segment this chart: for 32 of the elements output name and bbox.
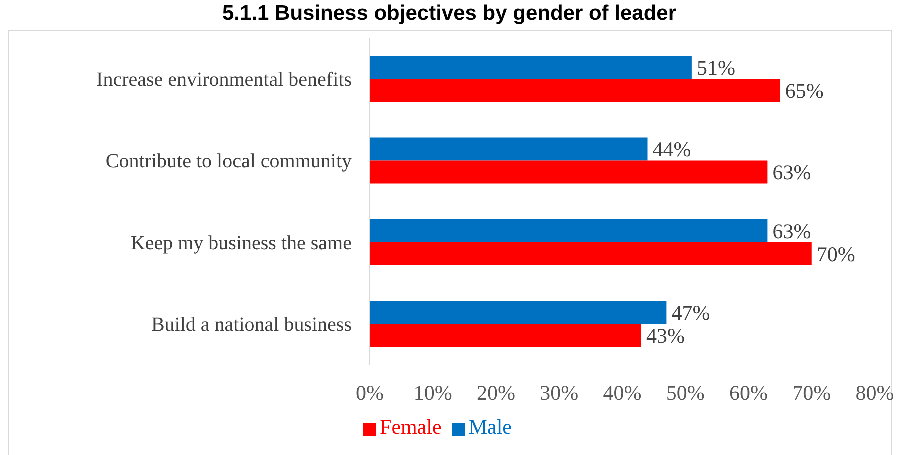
data-label: 65% <box>785 78 824 103</box>
x-tick-label: 80% <box>856 380 894 405</box>
bar <box>370 219 768 242</box>
data-label: 63% <box>772 160 812 185</box>
data-label: 63% <box>772 219 812 244</box>
data-label: 47% <box>672 301 710 326</box>
legend-label: Female <box>380 415 442 439</box>
y-tick-label: Keep my business the same <box>130 232 352 254</box>
bar <box>370 242 812 266</box>
y-tick-label: Contribute to local community <box>106 150 352 173</box>
bar <box>370 78 780 102</box>
bar <box>370 56 692 79</box>
x-tick-label: 40% <box>603 380 642 405</box>
x-tick-label: 30% <box>540 380 579 405</box>
bar <box>370 138 648 161</box>
data-label: 44% <box>652 138 692 162</box>
bar <box>370 301 667 324</box>
y-tick-label: Increase environmental benefits <box>96 68 352 91</box>
x-tick-label: 20% <box>477 380 516 405</box>
data-label: 51% <box>696 56 736 80</box>
chart-title: 5.1.1 Business objectives by gender of leader <box>221 2 678 26</box>
legend-label: Male <box>468 415 512 439</box>
data-label: 43% <box>646 324 685 348</box>
x-tick-label: 60% <box>730 380 768 405</box>
x-tick-label: 0% <box>356 380 384 405</box>
x-tick-label: 50% <box>666 380 705 405</box>
bar <box>370 324 642 348</box>
x-tick-label: 10% <box>414 380 452 405</box>
data-label: 70% <box>816 242 856 266</box>
y-tick-label: Build a national business <box>151 314 352 336</box>
bar <box>370 160 768 184</box>
x-tick-label: 70% <box>792 380 832 405</box>
